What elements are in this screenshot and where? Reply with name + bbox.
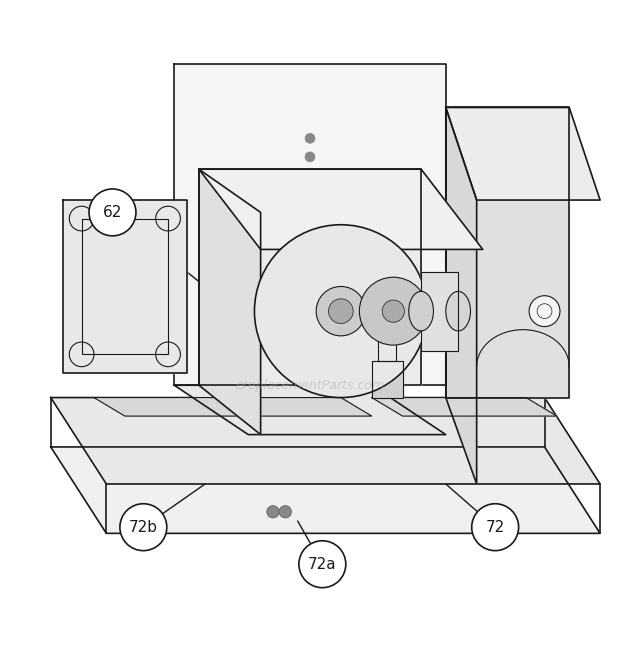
Circle shape [360, 277, 427, 345]
Polygon shape [446, 107, 477, 484]
Polygon shape [421, 272, 458, 351]
Polygon shape [51, 397, 600, 484]
Polygon shape [372, 360, 402, 397]
Polygon shape [174, 385, 446, 435]
Circle shape [120, 504, 167, 551]
Polygon shape [378, 311, 396, 360]
Circle shape [316, 287, 366, 336]
Circle shape [305, 133, 315, 143]
Circle shape [329, 299, 353, 324]
Text: ereplacementParts.com: ereplacementParts.com [236, 378, 384, 391]
Polygon shape [199, 170, 483, 250]
Text: 72b: 72b [129, 520, 158, 534]
Text: 62: 62 [103, 205, 122, 220]
Circle shape [299, 541, 346, 587]
Polygon shape [51, 447, 600, 533]
Text: 72: 72 [485, 520, 505, 534]
Ellipse shape [409, 291, 433, 331]
Circle shape [267, 505, 279, 518]
Circle shape [472, 504, 518, 551]
Polygon shape [446, 107, 600, 200]
Text: 72a: 72a [308, 556, 337, 572]
Circle shape [254, 225, 427, 397]
Circle shape [279, 505, 291, 518]
Polygon shape [199, 170, 421, 385]
Circle shape [382, 300, 404, 322]
Ellipse shape [446, 291, 471, 331]
Circle shape [89, 189, 136, 236]
Polygon shape [199, 170, 260, 435]
Polygon shape [446, 107, 569, 397]
Circle shape [305, 152, 315, 162]
Polygon shape [372, 397, 557, 416]
Circle shape [529, 296, 560, 327]
Polygon shape [63, 200, 187, 373]
Polygon shape [174, 64, 446, 385]
Polygon shape [94, 397, 372, 416]
